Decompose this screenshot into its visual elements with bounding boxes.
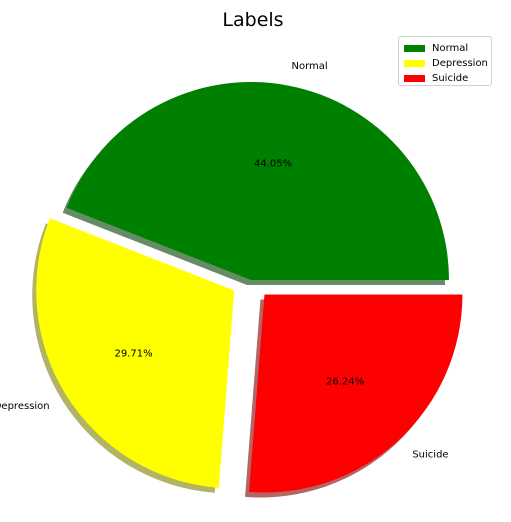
legend-label-suicide: Suicide [432,73,468,84]
slice-label-depression: Depression [0,401,50,412]
slice-percent-suicide: 26.24% [326,377,364,388]
legend-item-normal: Normal [404,41,491,56]
legend-swatch-depression [404,60,425,67]
legend-swatch-normal [404,45,425,52]
slice-label-normal: Normal [291,61,327,72]
slice-suicide [249,295,462,493]
legend: Normal Depression Suicide [398,36,492,86]
legend-item-depression: Depression [404,56,491,71]
legend-item-suicide: Suicide [404,71,491,86]
pie-slices [36,82,462,493]
chart-title: Labels [222,9,283,31]
slice-label-suicide: Suicide [412,449,448,460]
legend-label-depression: Depression [432,58,488,69]
legend-swatch-suicide [404,75,425,82]
legend-label-normal: Normal [432,43,468,54]
slice-percent-depression: 29.71% [114,349,152,360]
slice-percent-normal: 44.05% [254,158,292,169]
